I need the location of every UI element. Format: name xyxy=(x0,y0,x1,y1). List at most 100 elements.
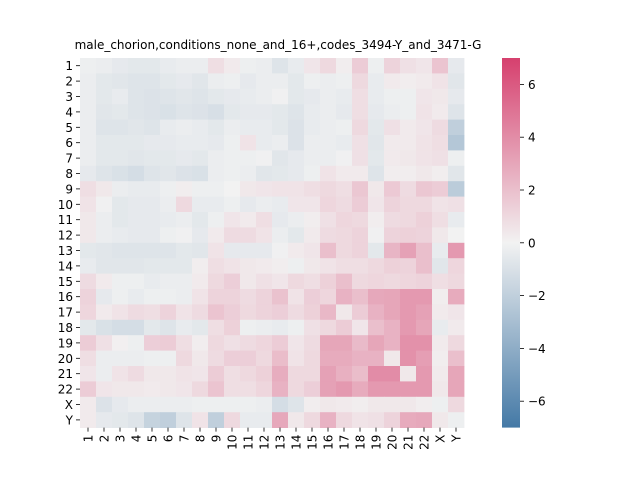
heatmap-cell xyxy=(336,196,353,213)
y-tick-label: 18 xyxy=(58,321,73,335)
heatmap-cell xyxy=(144,319,161,336)
heatmap-cell xyxy=(336,289,353,305)
heatmap-cell xyxy=(256,104,273,120)
heatmap-cell xyxy=(416,181,433,197)
x-tick-label: 6 xyxy=(162,435,176,443)
heatmap-cell xyxy=(208,135,225,151)
heatmap-cell xyxy=(176,396,193,413)
heatmap-cell xyxy=(208,212,225,228)
heatmap-cell xyxy=(224,396,241,413)
heatmap-cell xyxy=(240,304,257,321)
heatmap-cell xyxy=(256,381,273,398)
heatmap-cell xyxy=(144,88,161,105)
y-tick-label: 4 xyxy=(65,105,73,119)
heatmap-cell xyxy=(144,181,161,197)
heatmap-cell xyxy=(400,273,417,290)
heatmap-cell xyxy=(432,319,449,336)
heatmap-cell xyxy=(192,181,209,197)
heatmap-cell xyxy=(336,319,353,336)
heatmap-cell xyxy=(320,396,337,413)
heatmap-cell xyxy=(176,104,193,120)
heatmap-cell xyxy=(384,335,401,351)
heatmap-cell xyxy=(368,412,385,428)
heatmap-cell xyxy=(432,350,449,367)
colorbar-tick-label: 0 xyxy=(528,236,536,250)
heatmap-cell xyxy=(448,88,465,105)
heatmap-cell xyxy=(96,396,113,413)
heatmap-cell xyxy=(240,412,257,428)
x-tick-label: 2 xyxy=(98,435,112,443)
heatmap-cell xyxy=(400,88,417,105)
heatmap-cell xyxy=(432,73,449,90)
heatmap-cell xyxy=(416,212,433,228)
heatmap-cell xyxy=(320,150,337,167)
heatmap-cell xyxy=(128,73,145,90)
heatmap-cell xyxy=(256,304,273,321)
heatmap-cell xyxy=(160,366,177,382)
x-tick-label: 3 xyxy=(114,435,128,443)
heatmap-cell xyxy=(144,212,161,228)
x-tick-labels: 1 2 3 4 5 6 7 8 9 10 11 12 13 14 15 16 17 18 19 20 21 22 X Y xyxy=(82,427,464,450)
heatmap-cell xyxy=(320,412,337,428)
heatmap-cell xyxy=(80,242,97,259)
heatmap-cell xyxy=(448,181,465,197)
heatmap-cell xyxy=(96,258,113,274)
heatmap-cell xyxy=(400,381,417,398)
heatmap-cell xyxy=(160,242,177,259)
heatmap-cell xyxy=(128,181,145,197)
heatmap-cell xyxy=(144,242,161,259)
heatmap-cell xyxy=(96,242,113,259)
heatmap-cell xyxy=(384,196,401,213)
heatmap-cell xyxy=(416,258,433,274)
heatmap-cell xyxy=(176,181,193,197)
heatmap-cell xyxy=(192,258,209,274)
heatmap-cell xyxy=(224,319,241,336)
heatmap-cell xyxy=(288,88,305,105)
heatmap-cell xyxy=(368,381,385,398)
heatmap-cell xyxy=(224,304,241,321)
heatmap-cell xyxy=(240,119,257,136)
heatmap-cell xyxy=(112,381,129,398)
heatmap-cell xyxy=(80,119,97,136)
heatmap-cell xyxy=(256,119,273,136)
heatmap-cell xyxy=(368,150,385,167)
heatmap-cell xyxy=(288,258,305,274)
heatmap-cell xyxy=(320,304,337,321)
heatmap-cell xyxy=(416,273,433,290)
heatmap-cell xyxy=(448,212,465,228)
heatmap-cell xyxy=(336,73,353,90)
heatmap-cell xyxy=(336,366,353,382)
heatmap-cell xyxy=(224,88,241,105)
heatmap-cell xyxy=(336,381,353,398)
y-tick-label: 6 xyxy=(65,136,73,150)
heatmap-cell xyxy=(208,350,225,367)
heatmap-cell xyxy=(112,104,129,120)
heatmap-cell xyxy=(304,242,321,259)
heatmap-cell xyxy=(128,212,145,228)
heatmap-cell xyxy=(288,366,305,382)
heatmap-cell xyxy=(384,135,401,151)
heatmap-cell xyxy=(400,104,417,120)
heatmap-cell xyxy=(384,350,401,367)
y-tick-label: 19 xyxy=(58,336,73,350)
heatmap-cell xyxy=(96,104,113,120)
heatmap-cell xyxy=(224,242,241,259)
heatmap-cell xyxy=(96,135,113,151)
heatmap-cell xyxy=(432,104,449,120)
heatmap-cell xyxy=(432,150,449,167)
heatmap-cell xyxy=(320,227,337,244)
heatmap-cell xyxy=(128,135,145,151)
x-tick-label: 1 xyxy=(82,435,96,443)
heatmap-cell xyxy=(80,196,97,213)
heatmap-cell xyxy=(368,319,385,336)
heatmap-cell xyxy=(384,381,401,398)
chart-title: male_chorion,conditions_none_and_16+,cod… xyxy=(75,38,482,52)
heatmap-cell xyxy=(80,181,97,197)
heatmap-cell xyxy=(160,212,177,228)
y-tick-label: 13 xyxy=(58,244,73,258)
heatmap-cell xyxy=(336,227,353,244)
heatmap-cell xyxy=(304,366,321,382)
x-tick-label: 4 xyxy=(130,435,144,443)
colorbar-tick-label: −4 xyxy=(528,342,546,356)
heatmap-cell xyxy=(208,412,225,428)
